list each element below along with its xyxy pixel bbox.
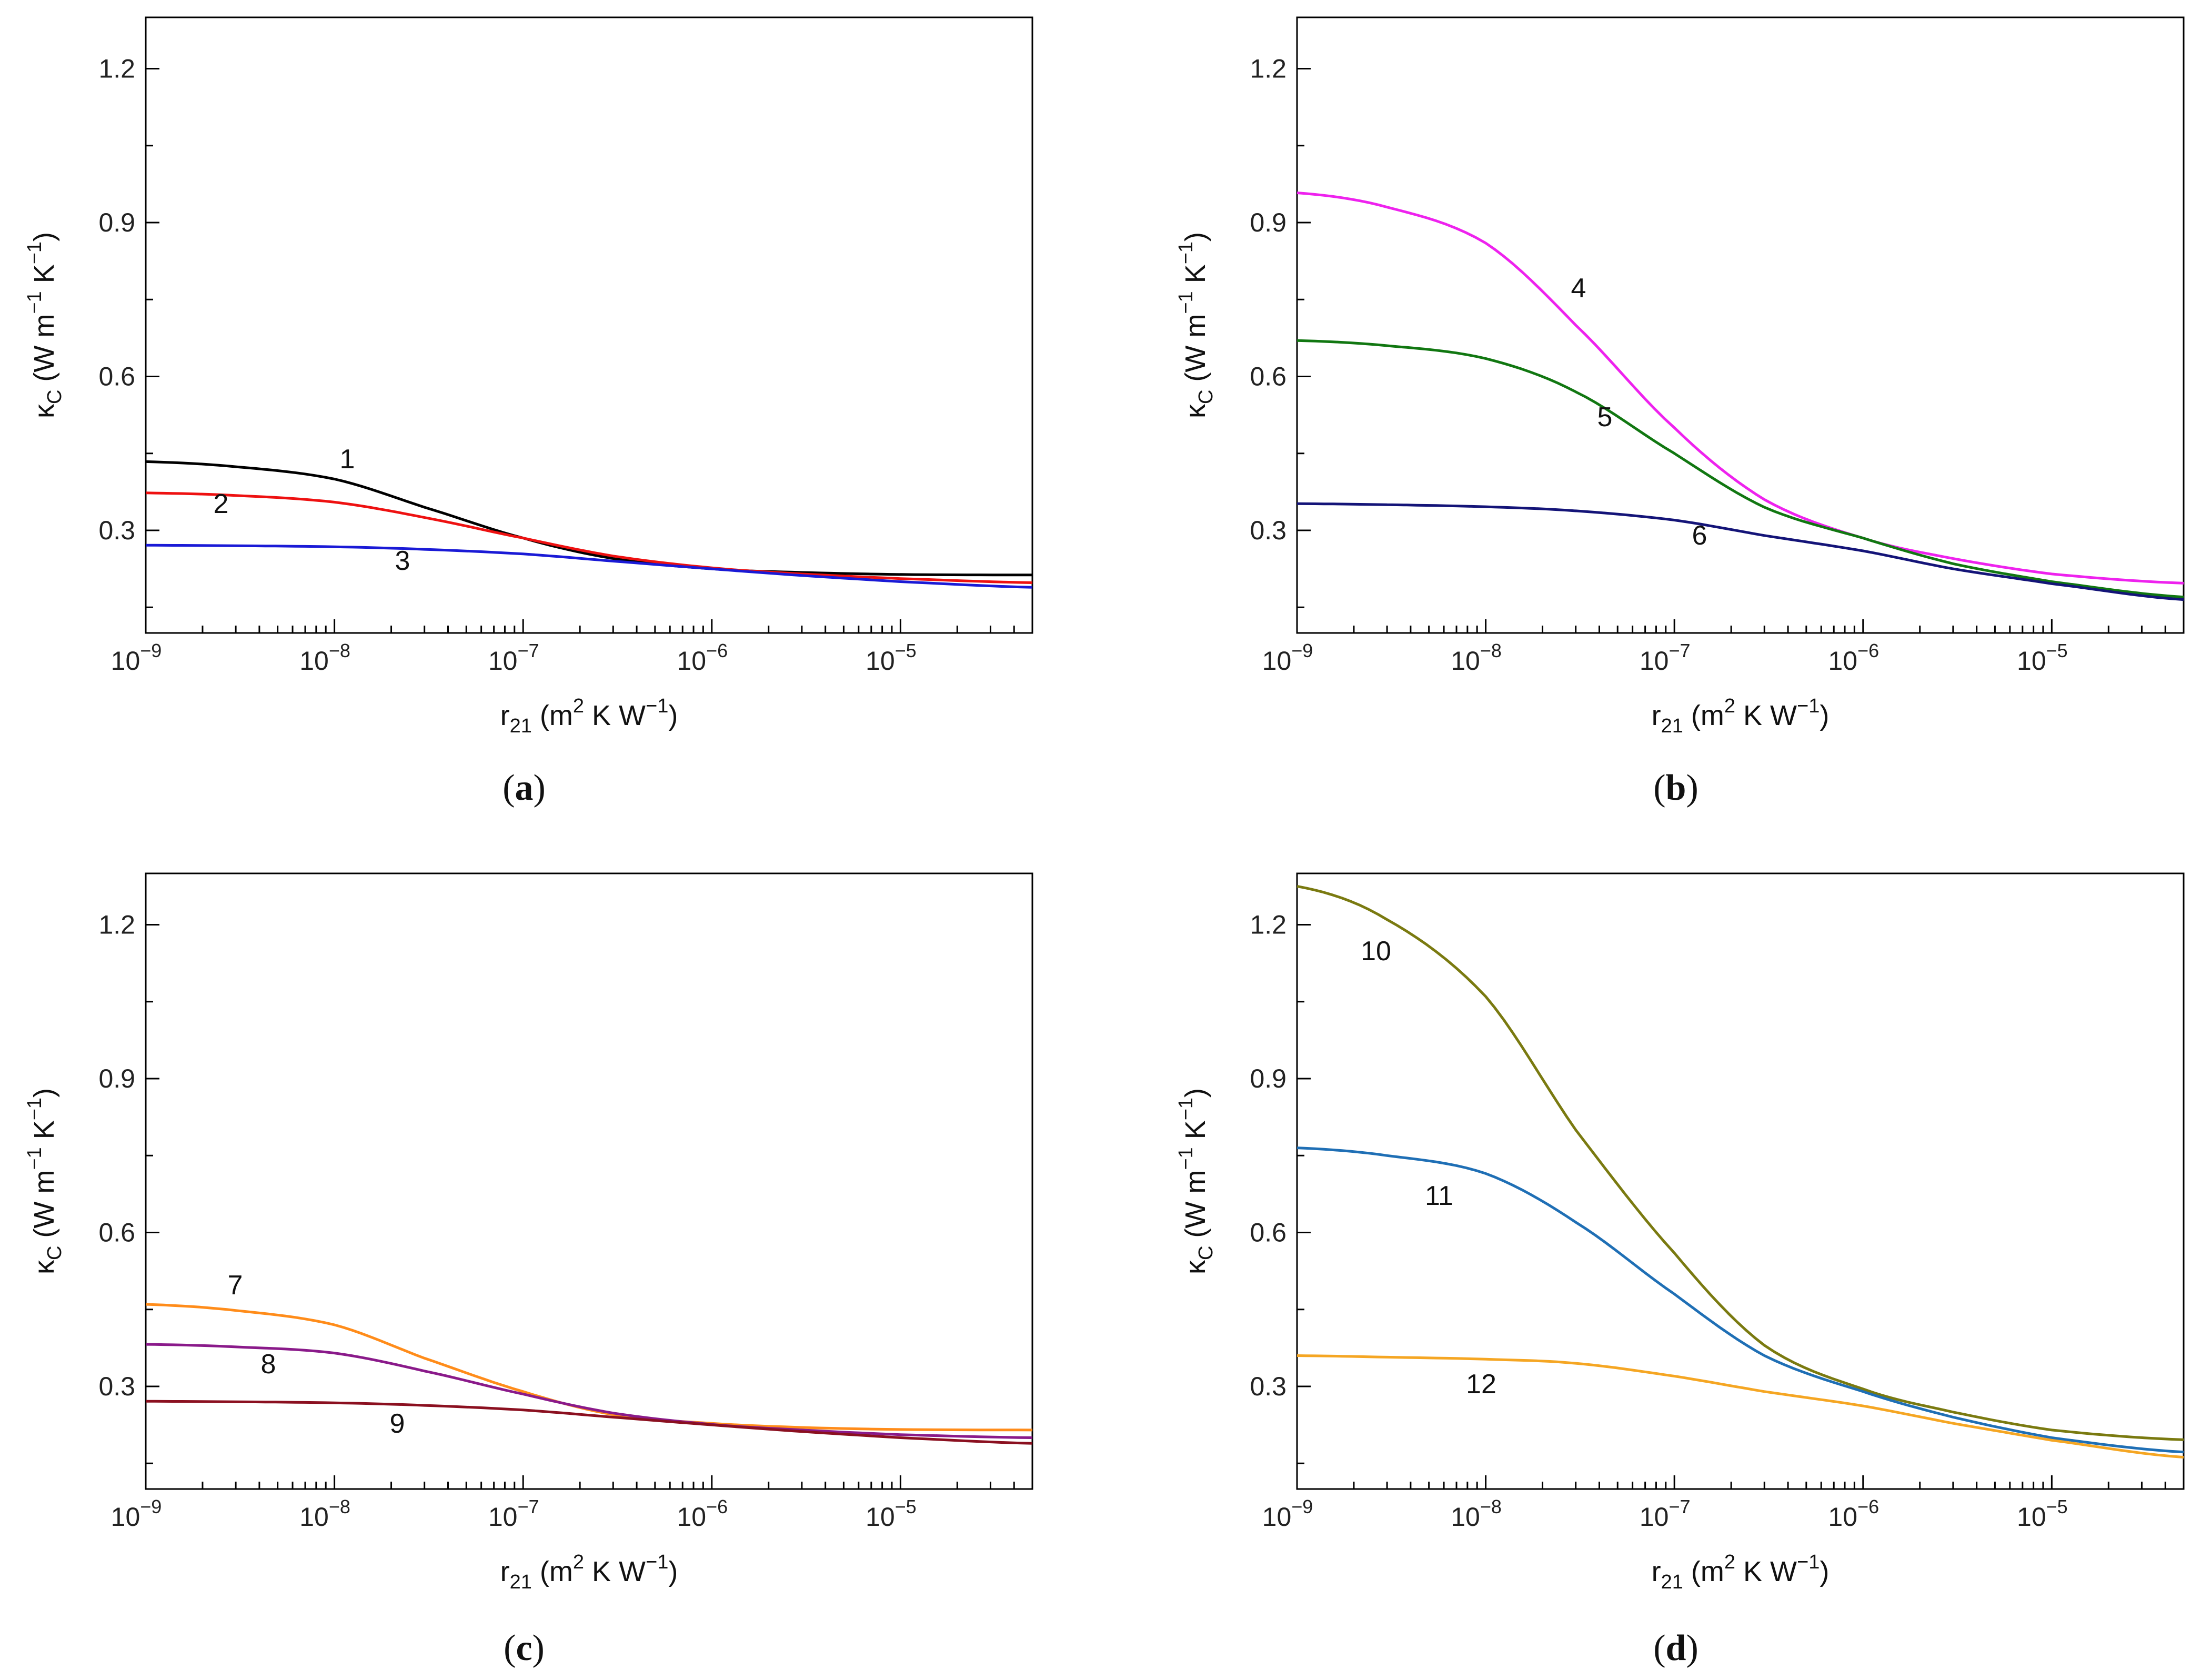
y-axis-label: κC (W m−1 K−1) bbox=[24, 1088, 66, 1274]
y-tick-label: 0.3 bbox=[1250, 516, 1287, 545]
x-tick-label: 10−5 bbox=[2017, 1496, 2068, 1532]
series-line-8 bbox=[145, 1343, 1033, 1439]
curve-label-1: 1 bbox=[340, 444, 355, 475]
y-tick-label: 0.6 bbox=[1250, 1218, 1287, 1248]
x-tick-label: 10−8 bbox=[1451, 640, 1502, 676]
y-tick-label: 0.3 bbox=[1250, 1372, 1287, 1401]
series-line-10 bbox=[1296, 884, 2184, 1441]
curve-label-3: 3 bbox=[395, 546, 410, 576]
y-tick-label: 0.9 bbox=[98, 1064, 135, 1093]
series-line-4 bbox=[1296, 192, 2184, 585]
x-axis-label: r21 (m2 K W−1) bbox=[500, 1551, 678, 1593]
y-tick-label: 1.2 bbox=[98, 54, 135, 84]
x-tick-label: 10−6 bbox=[677, 1496, 728, 1532]
y-axis-label: κC (W m−1 K−1) bbox=[1175, 1088, 1217, 1274]
curve-label-7: 7 bbox=[228, 1270, 243, 1301]
x-axis-label: r21 (m2 K W−1) bbox=[500, 695, 678, 737]
y-tick-label: 0.9 bbox=[1250, 1064, 1287, 1093]
x-tick-label: 10−9 bbox=[1262, 1496, 1313, 1532]
y-tick-label: 0.9 bbox=[1250, 208, 1287, 237]
plot-frame bbox=[145, 872, 1033, 1490]
y-tick-label: 0.9 bbox=[98, 208, 135, 237]
series-line-12 bbox=[1296, 1354, 2184, 1459]
panel-d: 0.3 0.6 0.9 1.2 10−9 10−8 10−7 10−6 10−5 10 11 12 κC… bbox=[1175, 872, 2185, 1668]
y-tick-label: 0.6 bbox=[1250, 362, 1287, 391]
curve-label-11: 11 bbox=[1425, 1181, 1453, 1211]
panel-label: (c) bbox=[504, 1628, 545, 1668]
x-tick-label: 10−7 bbox=[488, 1496, 539, 1532]
curve-label-12: 12 bbox=[1466, 1369, 1496, 1400]
x-tick-label: 10−8 bbox=[299, 640, 350, 676]
x-tick-label: 10−9 bbox=[111, 640, 162, 676]
y-tick-label: 0.6 bbox=[98, 1218, 135, 1248]
x-tick-label: 10−6 bbox=[1828, 640, 1879, 676]
curve-label-8: 8 bbox=[261, 1349, 276, 1380]
y-axis-label: κC (W m−1 K−1) bbox=[24, 232, 66, 418]
plot-frame bbox=[145, 16, 1033, 634]
curve-label-2: 2 bbox=[214, 489, 229, 519]
y-tick-label: 1.2 bbox=[1250, 910, 1287, 940]
plot-frame bbox=[1296, 872, 2185, 1490]
y-tick-label: 0.3 bbox=[98, 516, 135, 545]
x-tick-label: 10−7 bbox=[1640, 640, 1691, 676]
panel-c: 0.3 0.6 0.9 1.2 10−9 10−8 10−7 10−6 10−5 7 8 9 κC (W… bbox=[24, 872, 1033, 1668]
series-line-6 bbox=[1296, 502, 2184, 601]
x-tick-label: 10−9 bbox=[1262, 640, 1313, 676]
y-tick-label: 1.2 bbox=[1250, 54, 1287, 84]
series-line-5 bbox=[1296, 339, 2184, 599]
x-tick-label: 10−7 bbox=[1640, 1496, 1691, 1532]
series-line-2 bbox=[145, 491, 1033, 584]
x-tick-label: 10−7 bbox=[488, 640, 539, 676]
y-tick-label: 0.3 bbox=[98, 1372, 135, 1401]
panel-label: (d) bbox=[1653, 1628, 1698, 1668]
series-line-11 bbox=[1296, 1146, 2184, 1454]
curve-label-6: 6 bbox=[1692, 520, 1707, 551]
x-tick-label: 10−8 bbox=[299, 1496, 350, 1532]
series-line-1 bbox=[145, 460, 1032, 577]
x-tick-label: 10−8 bbox=[1451, 1496, 1502, 1532]
x-tick-label: 10−6 bbox=[677, 640, 728, 676]
plot-frame bbox=[1296, 16, 2185, 634]
y-tick-label: 0.6 bbox=[98, 362, 135, 391]
curve-label-9: 9 bbox=[390, 1409, 405, 1439]
curve-label-5: 5 bbox=[1597, 402, 1613, 432]
panel-b: 0.3 0.6 0.9 1.2 10−9 10−8 10−7 10−6 10−5 4 5 6 κC (W… bbox=[1175, 16, 2185, 808]
curve-label-10: 10 bbox=[1361, 936, 1391, 967]
series-line-9 bbox=[146, 1400, 1033, 1445]
x-axis-label: r21 (m2 K W−1) bbox=[1652, 695, 1830, 737]
panel-label: (b) bbox=[1653, 768, 1698, 808]
panel-a: 0.3 0.6 0.9 1.2 10−9 10−8 10−7 10−6 10−5 1 2 3 κC (W… bbox=[24, 16, 1033, 808]
y-axis-label: κC (W m−1 K−1) bbox=[1175, 232, 1217, 418]
x-tick-label: 10−5 bbox=[866, 640, 917, 676]
x-tick-label: 10−5 bbox=[866, 1496, 917, 1532]
x-axis-label: r21 (m2 K W−1) bbox=[1652, 1551, 1830, 1593]
curve-label-4: 4 bbox=[1571, 273, 1586, 304]
series-line-3 bbox=[146, 544, 1033, 589]
x-tick-label: 10−5 bbox=[2017, 640, 2068, 676]
x-tick-label: 10−6 bbox=[1828, 1496, 1879, 1532]
x-tick-label: 10−9 bbox=[111, 1496, 162, 1532]
panel-label: (a) bbox=[502, 768, 546, 808]
y-tick-label: 1.2 bbox=[98, 910, 135, 940]
